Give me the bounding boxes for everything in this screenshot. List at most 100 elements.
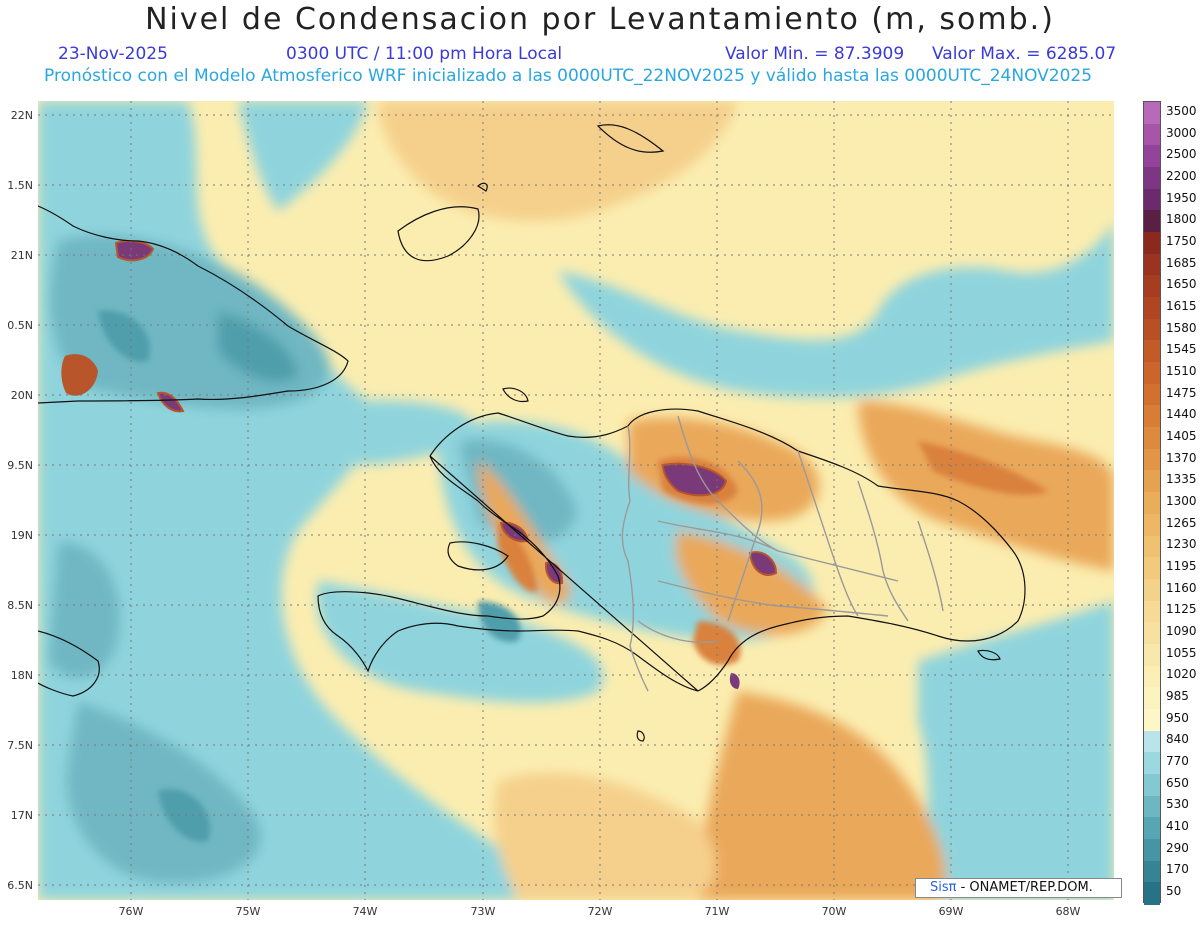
colorbar-segment xyxy=(1144,860,1160,883)
colorbar-label: 650 xyxy=(1166,775,1189,790)
colorbar-segment xyxy=(1144,383,1160,407)
colorbar-label: 1510 xyxy=(1166,363,1197,378)
field-teal-dark-1 xyxy=(98,310,150,362)
lon-tick-label: 71W xyxy=(704,905,730,918)
lon-tick-label: 68W xyxy=(1055,905,1081,918)
coast-bahamas-2 xyxy=(596,124,665,153)
border-haiti-dr xyxy=(621,425,649,692)
field-dark-orange-4 xyxy=(918,441,1048,495)
lon-tick-label: 76W xyxy=(118,905,144,918)
date-label: 23-Nov-2025 xyxy=(58,44,168,64)
colorbar-segment xyxy=(1144,167,1160,190)
colorbar-segment xyxy=(1144,882,1160,905)
coast-jamaica xyxy=(38,630,100,697)
coast-saona xyxy=(977,649,1001,661)
border-dr-3 xyxy=(727,460,763,622)
field-teal-dark-west xyxy=(218,311,298,382)
colorbar-segment xyxy=(1144,102,1160,125)
field-orange-se xyxy=(698,691,946,900)
colorbar-label: 1405 xyxy=(1166,428,1197,443)
colorbar-segment xyxy=(1144,470,1160,493)
colorbar-segment xyxy=(1144,752,1160,775)
colorbar-label: 3500 xyxy=(1166,103,1197,118)
province-borders xyxy=(621,415,944,692)
field-orange-north xyxy=(378,101,738,221)
lat-tick-label: 18N xyxy=(10,669,33,682)
border-dr-1 xyxy=(677,415,779,552)
colorbar-label: 1300 xyxy=(1166,494,1197,508)
coast-beata xyxy=(636,730,645,742)
lat-tick-label: 21N xyxy=(10,249,33,262)
colorbar-segment xyxy=(1144,492,1160,515)
colorbar-label: 1545 xyxy=(1166,342,1197,357)
border-dr-8 xyxy=(637,620,719,643)
purple-spot-8 xyxy=(729,673,740,689)
colorbar-label: 410 xyxy=(1166,819,1189,834)
colorbar-label: 1615 xyxy=(1166,298,1197,313)
colorbar-segment xyxy=(1144,318,1160,342)
colorbar-segment xyxy=(1144,123,1160,146)
colorbar-label: 1750 xyxy=(1166,233,1197,248)
lon-tick-label: 74W xyxy=(352,905,378,918)
colorbar-label: 1440 xyxy=(1166,407,1197,422)
border-dr-6 xyxy=(657,580,889,617)
colorbar-label: 290 xyxy=(1166,840,1189,855)
colorbar-label: 50 xyxy=(1166,884,1182,899)
colorbar-segment xyxy=(1144,275,1160,298)
colorbar-segment xyxy=(1144,773,1160,797)
lat-tick-label: 9.5N xyxy=(7,459,33,472)
lat-tick-label: 20N xyxy=(10,389,33,402)
lon-tick-label: 72W xyxy=(587,905,613,918)
colorbar-label: 2500 xyxy=(1166,147,1197,162)
lon-tick-label: 73W xyxy=(470,905,496,918)
colorbar-label: 950 xyxy=(1166,710,1189,725)
colorbar-segment xyxy=(1144,535,1160,558)
coast-hispaniola-north xyxy=(429,408,1026,692)
lat-tick-label: 22N xyxy=(10,109,33,122)
forecast-label: Pronóstico con el Modelo Atmosferico WRF… xyxy=(44,66,1093,86)
colorbar-label: 985 xyxy=(1166,689,1189,704)
field-cyan-mid-band xyxy=(238,400,475,465)
lat-tick-label: 0.5N xyxy=(7,319,33,332)
colorbar-label: 1125 xyxy=(1166,602,1197,617)
field-orange-south xyxy=(494,773,716,900)
field-teal-dark-2 xyxy=(158,789,210,842)
colorbar-label: 1230 xyxy=(1166,537,1197,552)
colorbar-label: 530 xyxy=(1166,797,1189,812)
colorbar-segment xyxy=(1144,665,1160,688)
colorbar-segment xyxy=(1144,232,1160,255)
coast-hispaniola-south xyxy=(317,455,699,692)
min-value-label: Valor Min. = 87.3909 xyxy=(725,44,905,64)
border-dr-4 xyxy=(797,450,859,617)
colorbar-label: 840 xyxy=(1166,732,1189,747)
field-cyan-west-top xyxy=(238,101,368,211)
purple-spot-7 xyxy=(748,551,778,576)
colorbar-segment xyxy=(1144,795,1160,818)
colorbar xyxy=(1143,101,1161,905)
colorbar-label: 1650 xyxy=(1166,277,1197,292)
colorbar-segment xyxy=(1144,362,1160,385)
colorbar-segment xyxy=(1144,145,1160,168)
colorbar-label: 1195 xyxy=(1166,559,1197,574)
colorbar-segment xyxy=(1144,730,1160,753)
coastlines xyxy=(38,124,1026,742)
colorbar-segment xyxy=(1144,340,1160,363)
coast-gonave xyxy=(447,541,509,571)
field-cyan-south xyxy=(316,581,604,703)
chart-title: Nivel de Condensacion por Levantamiento … xyxy=(145,2,1055,37)
border-dr-5 xyxy=(857,480,909,622)
colorbar-segment xyxy=(1144,188,1160,211)
colorbar-segment xyxy=(1144,557,1160,580)
lon-tick-label: 75W xyxy=(235,905,261,918)
colorbar-segment xyxy=(1144,622,1160,645)
credit-box: Sisπ - ONAMET/REP.DOM. xyxy=(915,878,1122,898)
colorbar-label: 1090 xyxy=(1166,624,1197,639)
map-plot-area xyxy=(38,101,1114,900)
lat-tick-label: 8.5N xyxy=(7,599,33,612)
lon-tick-label: 70W xyxy=(821,905,847,918)
colorbar-segment xyxy=(1144,708,1160,732)
map-svg xyxy=(38,101,1114,900)
colorbar-segment xyxy=(1144,253,1160,276)
colorbar-segment xyxy=(1144,578,1160,602)
field-cyan-ne xyxy=(558,221,1114,398)
